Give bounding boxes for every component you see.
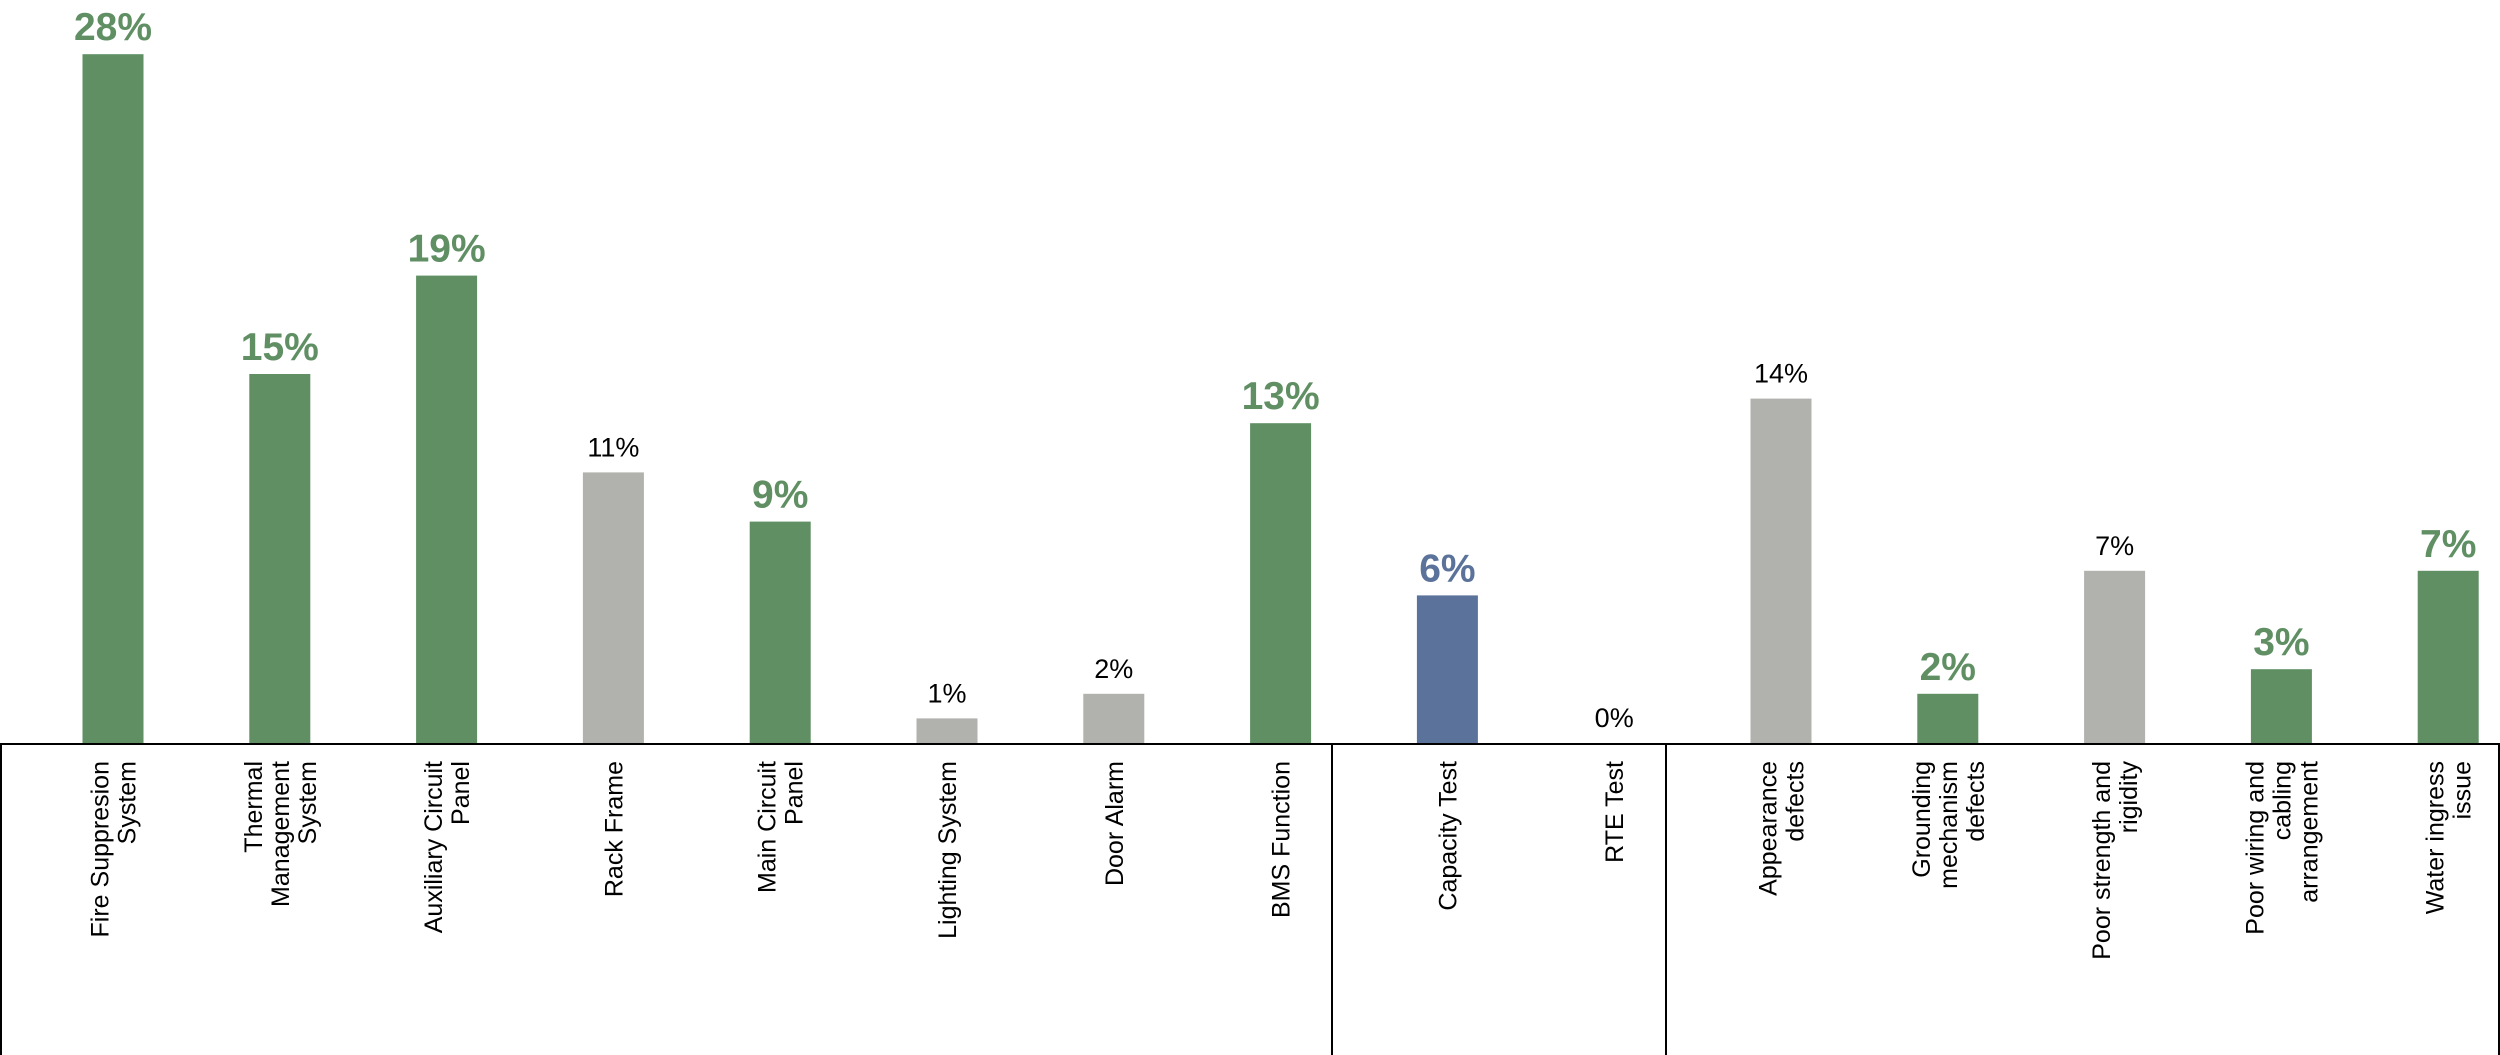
bar xyxy=(1083,693,1145,743)
label-line: Fire Suppresion xyxy=(87,761,115,937)
x-tick-label: Door Alarm xyxy=(1101,761,1129,886)
label-line: Grounding xyxy=(1908,761,1936,878)
bar xyxy=(1416,595,1478,743)
label-line: Auxiliary Circuit xyxy=(420,761,448,933)
value-label: 28% xyxy=(74,6,152,49)
value-label: 3% xyxy=(2253,621,2309,664)
x-tick-label: Appearancedefects xyxy=(1755,761,1810,896)
label-line: RTE Test xyxy=(1601,761,1629,863)
label-line: Poor strength and xyxy=(2088,761,2116,960)
bar xyxy=(1250,423,1312,743)
label-line: arrangement xyxy=(2295,761,2323,903)
value-label: 15% xyxy=(241,326,319,369)
label-line: issue xyxy=(2449,761,2477,819)
label-line: Lighting System xyxy=(934,761,962,939)
label-line: Panel xyxy=(447,761,475,825)
bar xyxy=(1750,398,1812,743)
x-tick-label: Capacity Test xyxy=(1434,761,1462,911)
label-line: Rack Frame xyxy=(600,761,628,897)
label-line: defects xyxy=(1962,761,1990,842)
label-line: mechanism xyxy=(1935,761,1963,889)
value-label: 6% xyxy=(1419,547,1475,590)
label-line: Water ingress xyxy=(2422,761,2450,914)
label-line: Main Circuit xyxy=(754,761,782,893)
label-line: Appearance xyxy=(1755,761,1783,896)
x-tick-label: Poor strength andrigidity xyxy=(2088,761,2143,960)
x-tick-label: Lighting System xyxy=(934,761,962,939)
value-label: 0% xyxy=(1595,703,1634,733)
x-tick-label: Fire SuppresionSystem xyxy=(87,761,142,937)
bar xyxy=(2250,669,2312,743)
value-label: 9% xyxy=(752,474,808,517)
label-line: Panel xyxy=(781,761,809,825)
bar xyxy=(416,275,478,743)
x-tick-label: ThermalManagementSystem xyxy=(240,761,322,907)
bar xyxy=(249,374,311,743)
label-line: Poor wiring and xyxy=(2241,761,2269,935)
value-label: 2% xyxy=(1094,654,1133,684)
x-tick-label: Water ingressissue xyxy=(2422,761,2477,914)
value-label: 11% xyxy=(587,432,639,462)
value-label: 19% xyxy=(408,228,486,271)
label-line: rigidity xyxy=(2115,761,2143,834)
bar xyxy=(582,472,644,743)
x-tick-label: Groundingmechanismdefects xyxy=(1908,761,1990,889)
x-tick-label: Poor wiring andcablingarrangement xyxy=(2241,761,2323,935)
x-tick-label: Rack Frame xyxy=(600,761,628,897)
value-label: 2% xyxy=(1920,646,1976,689)
label-line: Management xyxy=(267,761,295,907)
x-tick-label: BMS Function xyxy=(1268,761,1296,918)
value-label: 1% xyxy=(927,678,966,708)
bar xyxy=(82,54,144,743)
x-tick-label: Auxiliary CircuitPanel xyxy=(420,761,475,933)
label-line: System xyxy=(114,761,142,844)
x-tick-label: Main CircuitPanel xyxy=(754,761,809,893)
bar xyxy=(2084,570,2146,743)
label-line: BMS Function xyxy=(1268,761,1296,918)
value-label: 7% xyxy=(2095,531,2134,561)
bar xyxy=(749,521,811,743)
bar xyxy=(916,718,978,743)
label-line: cabling xyxy=(2268,761,2296,840)
label-line: Capacity Test xyxy=(1434,761,1462,911)
value-label: 14% xyxy=(1754,359,1808,389)
x-tick-label: RTE Test xyxy=(1601,761,1629,863)
bar xyxy=(2417,570,2479,743)
value-label: 7% xyxy=(2420,523,2476,566)
bar xyxy=(1917,693,1979,743)
label-line: defects xyxy=(1782,761,1810,842)
value-label: 13% xyxy=(1242,375,1320,418)
label-line: Thermal xyxy=(240,761,268,853)
label-line: System xyxy=(294,761,322,844)
label-line: Door Alarm xyxy=(1101,761,1129,886)
